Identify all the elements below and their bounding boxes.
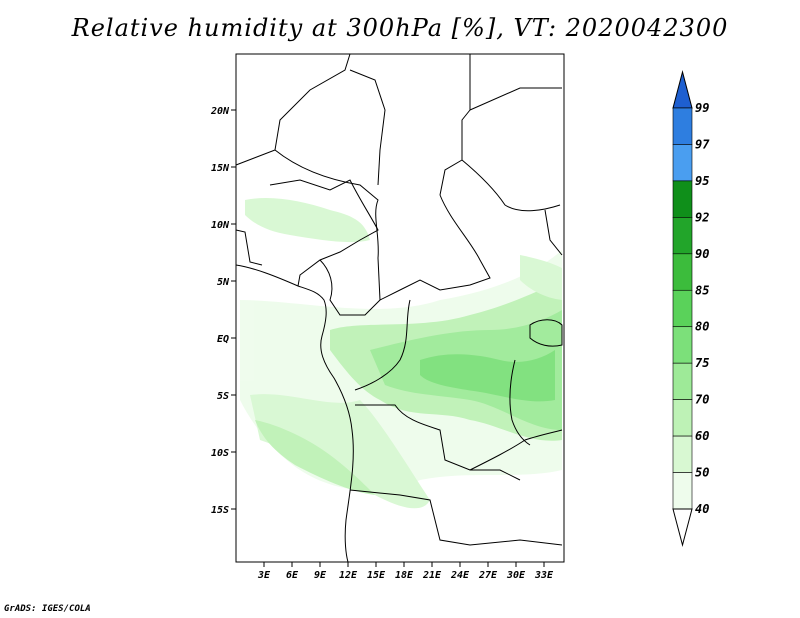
lat-label-15n: 15N <box>211 163 230 174</box>
border-drc-south <box>355 404 521 481</box>
lon-label-30e: 30E <box>506 570 526 581</box>
colorbar-labels: 99 97 95 92 90 85 80 75 70 60 50 40 <box>695 101 710 516</box>
humidity-region-sw <box>255 420 375 495</box>
lat-label-10n: 10N <box>211 220 230 231</box>
latitude-axis: 20N 15N 10N 5N EQ 5S 10S 15S <box>210 106 236 516</box>
lat-label-15s: 15S <box>211 505 229 516</box>
colorbar-label-60: 60 <box>695 429 709 443</box>
lat-tick-20n: 20N <box>210 106 236 117</box>
border-north-4 <box>439 54 471 196</box>
humidity-region-se <box>520 255 562 300</box>
colorbar-segment-70 <box>672 362 693 400</box>
colorbar-segments <box>672 107 693 510</box>
lake-tanganyika <box>509 359 531 446</box>
country-borders <box>235 53 563 563</box>
grads-credit: GrADS: IGES/COLA <box>4 604 91 614</box>
lon-label-27e: 27E <box>478 570 498 581</box>
lon-tick-18e: 18E <box>395 562 414 581</box>
border-east-2 <box>461 159 561 212</box>
lon-tick-24e: 24E <box>450 562 470 581</box>
colorbar-label-90: 90 <box>695 247 709 261</box>
humidity-region-nw <box>245 198 370 243</box>
lat-tick-10s: 10S <box>211 448 236 459</box>
colorbar-label-50: 50 <box>695 466 709 480</box>
border-congo <box>354 299 411 391</box>
colorbar-segment-40 <box>672 472 693 510</box>
lon-tick-15e: 15E <box>367 562 386 581</box>
humidity-region-deep <box>420 350 555 402</box>
colorbar-segment-85 <box>672 253 693 291</box>
border-north-2 <box>274 149 381 301</box>
lon-tick-3e: 3E <box>257 562 271 581</box>
border-north-1 <box>235 53 351 166</box>
colorbar-segment-60 <box>672 399 693 437</box>
colorbar-legend: 99 97 95 92 90 85 80 75 70 60 50 40 <box>672 70 710 547</box>
border-west-coast <box>235 229 263 266</box>
lon-label-6e: 6E <box>286 570 299 581</box>
lat-tick-15n: 15N <box>211 163 236 174</box>
humidity-region-light <box>250 394 430 509</box>
lon-tick-12e: 12E <box>339 562 358 581</box>
border-east <box>469 87 562 111</box>
map-title: Relative humidity at 300hPa [%], VT: 202… <box>71 14 729 42</box>
lat-label-10s: 10S <box>211 448 229 459</box>
lat-label-5s: 5S <box>217 391 229 402</box>
colorbar-segment-90 <box>672 217 693 255</box>
border-east-3 <box>544 209 563 256</box>
lon-label-33e: 33E <box>534 570 554 581</box>
lat-label-20n: 20N <box>210 106 230 117</box>
lon-label-24e: 24E <box>450 570 470 581</box>
lon-tick-27e: 27E <box>478 562 498 581</box>
lon-label-12e: 12E <box>339 570 358 581</box>
lon-tick-6e: 6E <box>286 562 299 581</box>
colorbar-label-95: 95 <box>695 174 709 188</box>
colorbar-label-99: 99 <box>695 101 709 115</box>
lat-tick-5n: 5N <box>217 277 236 288</box>
lon-label-3e: 3E <box>257 570 271 581</box>
colorbar-segment-97 <box>672 107 693 145</box>
border-central <box>379 194 491 301</box>
map-plot: 20N 15N 10N 5N EQ 5S 10S 15S 3E 6E 9E 12… <box>210 53 565 581</box>
lon-tick-33e: 33E <box>534 562 554 581</box>
lon-tick-30e: 30E <box>506 562 526 581</box>
lon-label-18e: 18E <box>395 570 414 581</box>
colorbar-label-75: 75 <box>695 356 709 370</box>
lon-label-9e: 9E <box>314 570 327 581</box>
lat-tick-10n: 10N <box>211 220 236 231</box>
colorbar-top-arrow <box>672 70 693 109</box>
border-angola <box>349 489 563 546</box>
border-nigeria <box>269 179 379 287</box>
lat-label-5n: 5N <box>217 277 230 288</box>
colorbar-segment-92 <box>672 180 693 218</box>
colorbar-label-85: 85 <box>695 283 709 297</box>
lon-tick-9e: 9E <box>314 562 327 581</box>
border-zambia <box>469 429 563 471</box>
lon-label-21e: 21E <box>422 570 442 581</box>
lat-tick-15s: 15S <box>211 505 236 516</box>
colorbar-label-92: 92 <box>695 210 709 224</box>
colorbar-segment-80 <box>672 289 693 328</box>
colorbar-label-70: 70 <box>695 393 709 407</box>
lat-tick-eq: EQ <box>217 334 236 345</box>
map-frame <box>235 53 565 563</box>
colorbar-label-97: 97 <box>695 137 710 151</box>
colorbar-segment-95 <box>672 144 693 182</box>
border-cameroon <box>319 259 381 316</box>
humidity-shading <box>240 198 562 509</box>
colorbar-bottom-arrow <box>672 508 693 547</box>
colorbar-segment-50 <box>672 435 693 473</box>
colorbar-label-80: 80 <box>695 320 709 334</box>
colorbar-label-40: 40 <box>695 502 709 516</box>
lat-label-eq: EQ <box>217 334 229 345</box>
longitude-axis: 3E 6E 9E 12E 15E 18E 21E 24E 27E 30E 33E <box>257 562 554 581</box>
lake-victoria <box>529 319 563 347</box>
lon-label-15e: 15E <box>367 570 386 581</box>
colorbar-segment-75 <box>672 326 693 364</box>
lat-tick-5s: 5S <box>217 391 236 402</box>
border-north-3 <box>349 69 386 186</box>
lon-tick-21e: 21E <box>422 562 442 581</box>
coastline-west <box>235 264 354 563</box>
